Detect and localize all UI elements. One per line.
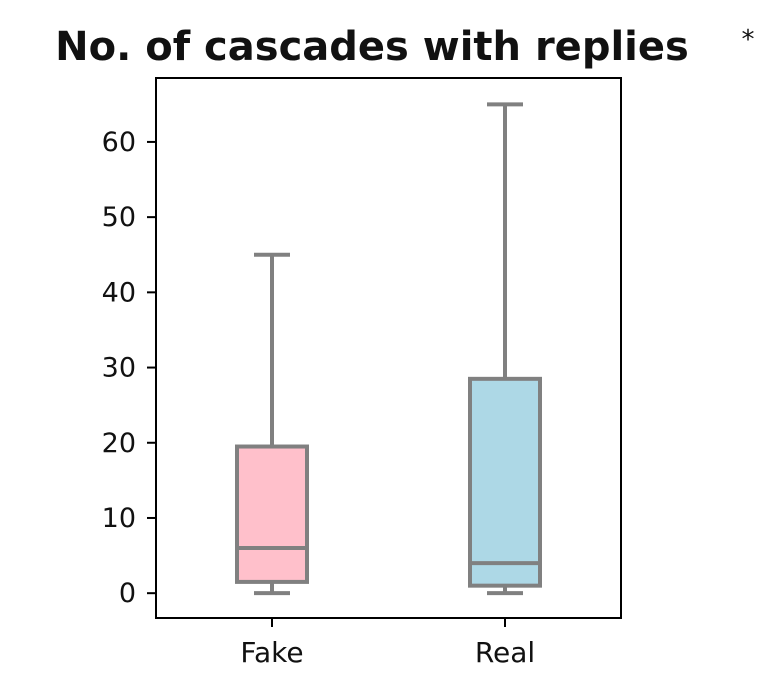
iqr-box (235, 444, 309, 584)
y-tick-label: 50 (102, 202, 136, 233)
box-real (468, 102, 542, 596)
y-axis: 0 10 20 30 40 50 60 (102, 127, 156, 609)
y-tick-label: 40 (102, 277, 136, 308)
y-tick-label: 0 (119, 578, 136, 609)
y-tick-label: 30 (102, 353, 136, 384)
x-axis: Fake Real (240, 618, 535, 669)
plot-area-frame (155, 77, 622, 619)
boxes (235, 102, 542, 596)
x-tick-label: Real (475, 636, 535, 669)
x-tick-label: Fake (240, 636, 303, 669)
y-tick-label: 10 (102, 503, 136, 534)
iqr-box (468, 376, 542, 588)
title-significance-marker: * (742, 25, 755, 55)
chart-title: No. of cascades with replies (55, 24, 689, 70)
y-tick-label: 20 (102, 428, 136, 459)
box-fake (235, 252, 309, 596)
y-tick-label: 60 (102, 127, 136, 158)
